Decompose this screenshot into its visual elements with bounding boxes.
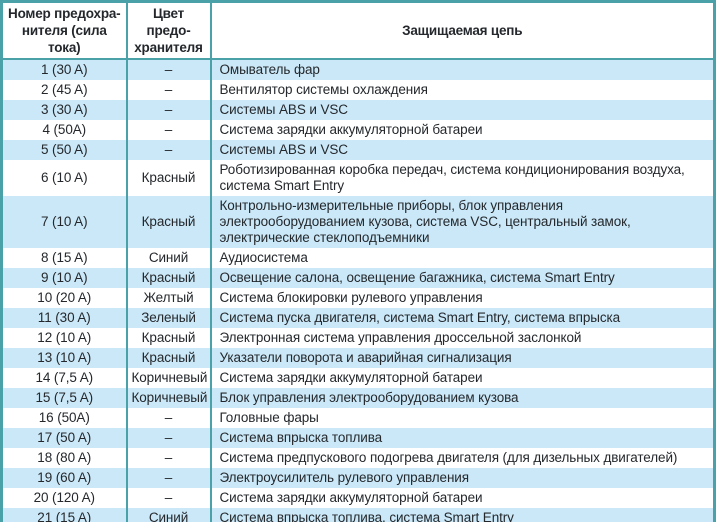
- table-row: 14 (7,5 A) Коричневый Система зарядки акку…: [1, 368, 715, 388]
- table-row: 18 (80 A) – Система предпускового подогрев…: [1, 448, 715, 468]
- cell-circuit: Головные фары: [209, 408, 715, 428]
- table-row: 15 (7,5 A) Коричневый Блок управления элек…: [1, 388, 715, 408]
- column-header-protected-circuit: Защищаемая цепь: [209, 1, 715, 60]
- cell-fuse: 21 (15 A): [1, 508, 127, 522]
- table-row: 16 (50A) – Головные фары: [1, 408, 715, 428]
- table-row: 3 (30 A) – Системы ABS и VSC: [1, 100, 715, 120]
- cell-color: –: [125, 408, 211, 428]
- cell-color: Красный: [125, 328, 211, 348]
- table-row: 6 (10 A) Красный Роботизированная коробка …: [1, 160, 715, 196]
- table-row: 9 (10 A) Красный Освещение салона, освещен…: [1, 268, 715, 288]
- column-header-fuse-number: Номер предохра- нителя (сила тока): [1, 1, 127, 60]
- cell-circuit: Система блокировки рулевого управления: [209, 288, 715, 308]
- cell-fuse: 5 (50 A): [1, 140, 127, 160]
- cell-fuse: 6 (10 A): [1, 160, 127, 196]
- cell-circuit: Система зарядки аккумуляторной батареи: [209, 368, 715, 388]
- cell-fuse: 9 (10 A): [1, 268, 127, 288]
- table-row: 7 (10 A) Красный Контрольно-измерительные …: [1, 196, 715, 248]
- table-row: 17 (50 A) – Система впрыска топлива: [1, 428, 715, 448]
- cell-color: –: [125, 100, 211, 120]
- cell-color: Красный: [125, 196, 211, 248]
- cell-circuit: Омыватель фар: [209, 59, 715, 80]
- cell-color: Красный: [125, 160, 211, 196]
- table-row: 2 (45 A) – Вентилятор системы охлаждения: [1, 80, 715, 100]
- cell-circuit: Система впрыска топлива, система Smart E…: [209, 508, 715, 522]
- cell-circuit: Указатели поворота и аварийная сигнализа…: [209, 348, 715, 368]
- cell-fuse: 3 (30 A): [1, 100, 127, 120]
- table-row: 11 (30 A) Зеленый Система пуска двигателя,…: [1, 308, 715, 328]
- cell-circuit: Контрольно-измерительные приборы, блок у…: [209, 196, 715, 248]
- table-row: 1 (30 A) – Омыватель фар: [1, 59, 715, 80]
- header-row: Номер предохра- нителя (сила тока) Цвет …: [1, 1, 715, 60]
- cell-fuse: 7 (10 A): [1, 196, 127, 248]
- cell-color: Коричневый: [125, 388, 211, 408]
- cell-circuit: Блок управления электрооборудованием куз…: [209, 388, 715, 408]
- cell-fuse: 17 (50 A): [1, 428, 127, 448]
- cell-fuse: 1 (30 A): [1, 59, 127, 80]
- cell-circuit: Система впрыска топлива: [209, 428, 715, 448]
- cell-fuse: 8 (15 A): [1, 248, 127, 268]
- cell-fuse: 15 (7,5 A): [1, 388, 127, 408]
- cell-color: –: [125, 120, 211, 140]
- table-header: Номер предохра- нителя (сила тока) Цвет …: [1, 1, 715, 60]
- table-row: 5 (50 A) – Системы ABS и VSC: [1, 140, 715, 160]
- cell-color: Красный: [125, 268, 211, 288]
- cell-fuse: 12 (10 A): [1, 328, 127, 348]
- column-header-fuse-color: Цвет предо- хранителя: [125, 1, 211, 60]
- cell-circuit: Система пуска двигателя, система Smart E…: [209, 308, 715, 328]
- cell-color: Синий: [125, 248, 211, 268]
- cell-color: –: [125, 140, 211, 160]
- table-body: 1 (30 A) – Омыватель фар 2 (45 A) – Вентилято…: [1, 59, 715, 522]
- cell-circuit: Электроусилитель рулевого управления: [209, 468, 715, 488]
- cell-circuit: Система предпускового подогрева двигател…: [209, 448, 715, 468]
- cell-color: Зеленый: [125, 308, 211, 328]
- table-row: 12 (10 A) Красный Электронная система упра…: [1, 328, 715, 348]
- cell-circuit: Система зарядки аккумуляторной батареи: [209, 488, 715, 508]
- cell-circuit: Освещение салона, освещение багажника, с…: [209, 268, 715, 288]
- table-row: 19 (60 A) – Электроусилитель рулевого упра…: [1, 468, 715, 488]
- cell-color: Синий: [125, 508, 211, 522]
- cell-fuse: 11 (30 A): [1, 308, 127, 328]
- cell-color: Красный: [125, 348, 211, 368]
- cell-color: –: [125, 80, 211, 100]
- table-row: 21 (15 A) Синий Система впрыска топлива, с…: [1, 508, 715, 522]
- table-row: 20 (120 A) – Система зарядки аккумуляторно…: [1, 488, 715, 508]
- cell-fuse: 18 (80 A): [1, 448, 127, 468]
- cell-fuse: 14 (7,5 A): [1, 368, 127, 388]
- cell-fuse: 2 (45 A): [1, 80, 127, 100]
- cell-fuse: 10 (20 A): [1, 288, 127, 308]
- cell-circuit: Система зарядки аккумуляторной батареи: [209, 120, 715, 140]
- cell-fuse: 13 (10 A): [1, 348, 127, 368]
- cell-fuse: 4 (50A): [1, 120, 127, 140]
- cell-color: –: [125, 59, 211, 80]
- cell-fuse: 16 (50A): [1, 408, 127, 428]
- cell-circuit: Системы ABS и VSC: [209, 100, 715, 120]
- cell-circuit: Роботизированная коробка передач, систем…: [209, 160, 715, 196]
- cell-color: Желтый: [125, 288, 211, 308]
- cell-circuit: Системы ABS и VSC: [209, 140, 715, 160]
- table-row: 13 (10 A) Красный Указатели поворота и ава…: [1, 348, 715, 368]
- cell-circuit: Электронная система управления дроссельн…: [209, 328, 715, 348]
- cell-circuit: Аудиосистема: [209, 248, 715, 268]
- cell-color: –: [125, 468, 211, 488]
- cell-color: –: [125, 428, 211, 448]
- cell-fuse: 20 (120 A): [1, 488, 127, 508]
- cell-fuse: 19 (60 A): [1, 468, 127, 488]
- table-row: 4 (50A) – Система зарядки аккумуляторной б…: [1, 120, 715, 140]
- cell-color: –: [125, 488, 211, 508]
- table-row: 8 (15 A) Синий Аудиосистема: [1, 248, 715, 268]
- cell-color: Коричневый: [125, 368, 211, 388]
- cell-circuit: Вентилятор системы охлаждения: [209, 80, 715, 100]
- table-row: 10 (20 A) Желтый Система блокировки рулево…: [1, 288, 715, 308]
- cell-color: –: [125, 448, 211, 468]
